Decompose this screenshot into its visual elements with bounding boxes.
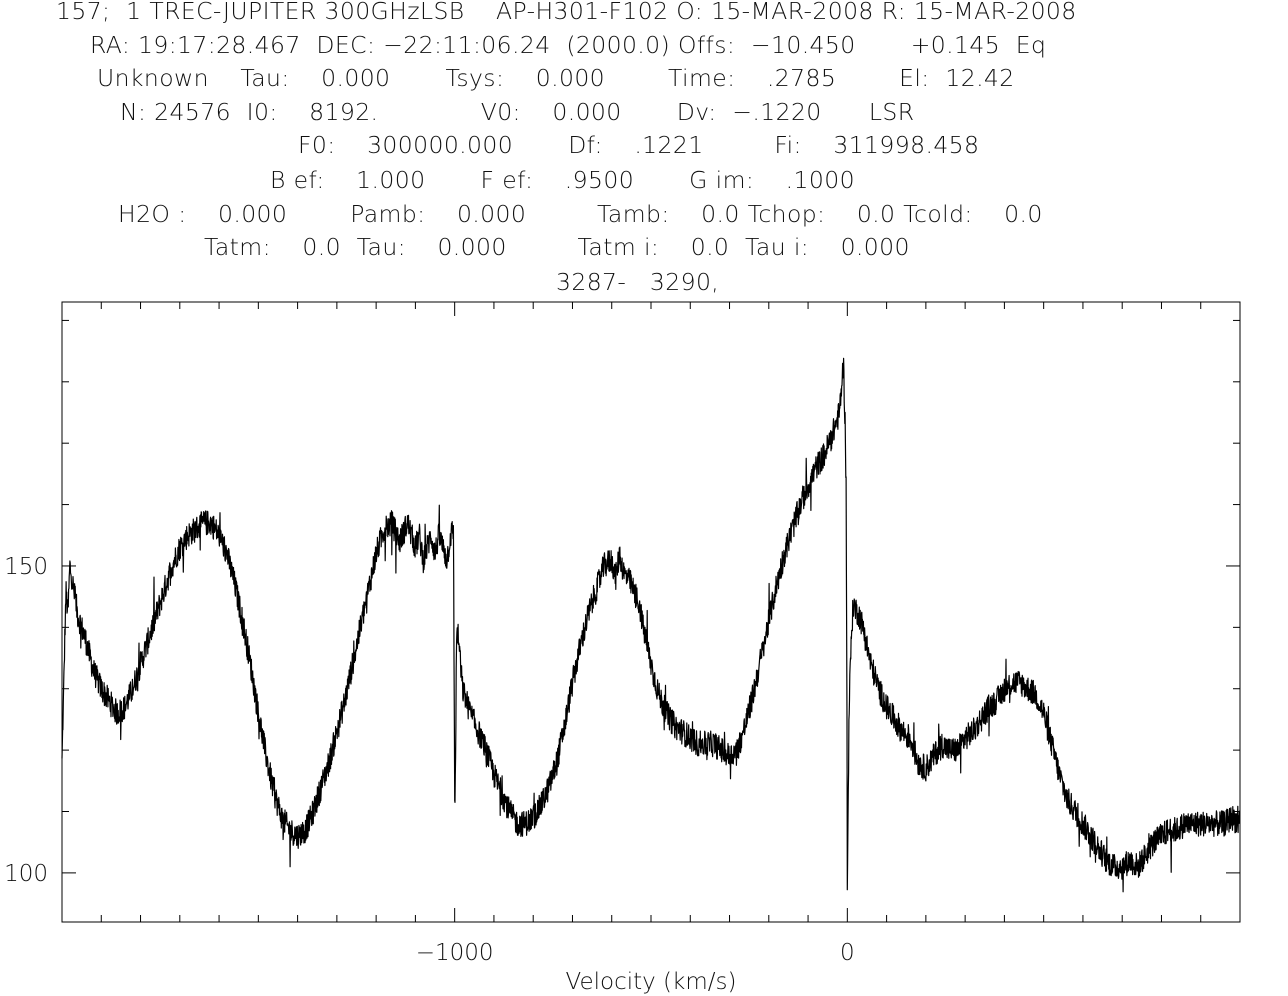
header-line-7: H2O : 0.000 Pamb: 0.000 Tamb: 0.0 Tchop:…: [118, 200, 1043, 228]
header-line-5: F0: 300000.000 Df: .1221 Fi: 311998.458: [298, 131, 980, 159]
header-line-8: Tatm: 0.0 Tau: 0.000 Tatm i: 0.0 Tau i: …: [204, 233, 910, 261]
header-line-6: B ef: 1.000 F ef: .9500 G im: .1000: [270, 166, 855, 194]
y-tick-label: 100: [4, 861, 48, 887]
y-tick-label: 150: [4, 554, 48, 580]
header-line-4: N: 24576 I0: 8192. V0: 0.000 Dv: −.1220 …: [120, 98, 915, 126]
axis-tick-labels: −1000 0 100 150: [4, 554, 855, 966]
header-line-3: Unknown Tau: 0.000 Tsys: 0.000 Time: .27…: [97, 64, 1015, 92]
x-axis-label: Velocity (km/s): [566, 969, 737, 995]
x-tick-label: 0: [840, 940, 855, 966]
header-line-1: 157; 1 TREC-JUPITER 300GHzLSB AP-H301-F1…: [56, 0, 1077, 25]
x-tick-label: −1000: [416, 940, 494, 966]
header-block: 157; 1 TREC-JUPITER 300GHzLSB AP-H301-F1…: [0, 0, 1288, 300]
header-line-2: RA: 19:17:28.467 DEC: −22:11:06.24 (2000…: [90, 31, 1047, 59]
axis-ticks: [61, 302, 1241, 922]
spectrum-trace: [61, 357, 1241, 893]
header-line-9: 3287- 3290,: [556, 268, 720, 296]
